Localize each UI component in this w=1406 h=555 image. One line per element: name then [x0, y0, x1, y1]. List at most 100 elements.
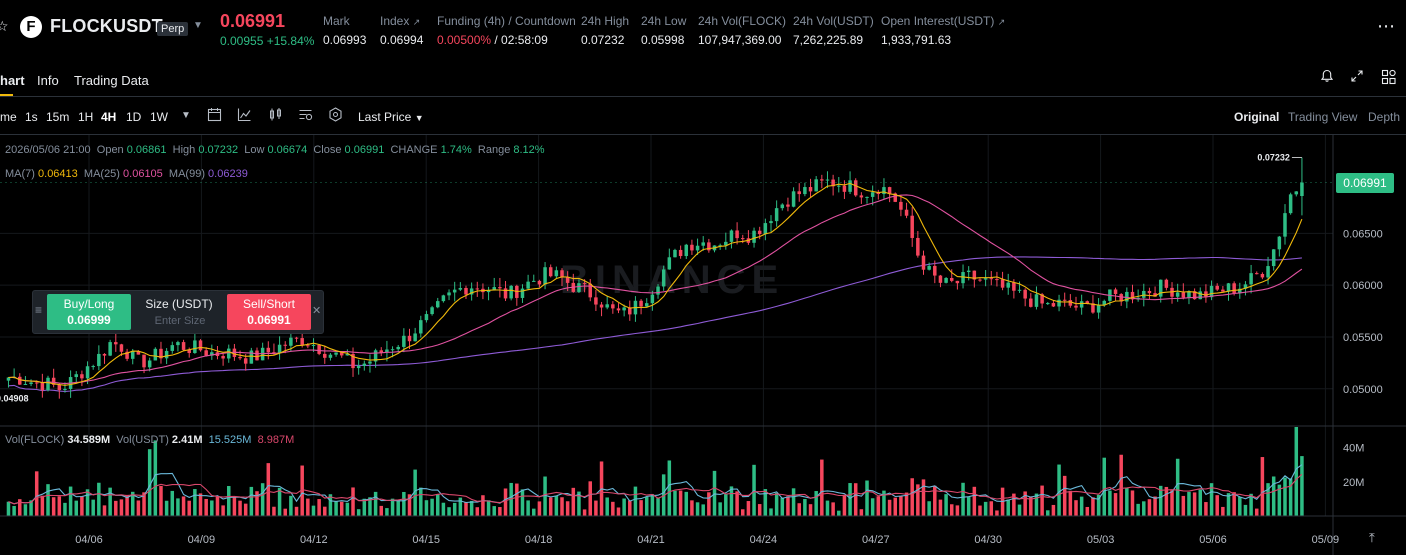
candle-body	[1006, 282, 1010, 288]
volume-bar	[1096, 494, 1101, 516]
volume-bar	[345, 502, 350, 516]
candle-body	[1215, 285, 1219, 290]
candle-body	[469, 288, 474, 295]
candle-body	[255, 350, 259, 361]
contract-type-badge: Perp	[157, 22, 189, 36]
volume-bar	[362, 498, 367, 516]
candle-body	[842, 185, 847, 192]
volume-bar	[571, 487, 576, 516]
candle-body	[904, 209, 909, 216]
volume-bar	[1192, 492, 1197, 516]
ma99-polyline	[8, 256, 1302, 393]
binance-watermark: BINANCE	[560, 258, 784, 302]
ma25-line	[8, 194, 1303, 385]
volume-bar	[814, 491, 818, 516]
interval-1d[interactable]: 1D	[126, 110, 142, 124]
volume-bar	[763, 489, 768, 516]
volume-bar	[910, 478, 914, 516]
volume-bar	[718, 502, 722, 516]
stat-funding-value: 0.00500% / 02:58:09	[437, 33, 548, 47]
settings-hex-icon[interactable]	[328, 107, 343, 125]
stat-24h-vol-usdt-label: 24h Vol(USDT)	[793, 14, 874, 28]
more-dots-icon[interactable]: ⋯	[1377, 16, 1396, 36]
volume-bar	[808, 504, 813, 516]
volume-bar	[475, 507, 480, 516]
volume-bar	[1108, 490, 1112, 516]
volume-bar	[1300, 456, 1304, 516]
volume-bar	[492, 506, 496, 516]
view-original[interactable]: Original	[1234, 110, 1280, 124]
candle-body	[966, 270, 971, 273]
price-chart[interactable]: BINANCE 0.06500 0.06000 0.05500 0.05000 04/0…	[0, 135, 1406, 555]
buy-long-button[interactable]: Buy/Long 0.06999	[47, 294, 131, 330]
buy-label: Buy/Long	[63, 297, 115, 311]
candle-body	[1187, 291, 1191, 298]
view-depth[interactable]: Depth	[1368, 110, 1401, 124]
interval-4h[interactable]: 4H	[101, 110, 117, 124]
close-panel-icon[interactable]: ✕	[312, 305, 322, 317]
interval-15m[interactable]: 15m	[46, 110, 70, 124]
candle-body	[803, 187, 807, 195]
time-label[interactable]: me	[0, 110, 17, 124]
volume-bar	[650, 494, 655, 516]
sell-short-button[interactable]: Sell/Short 0.06991	[227, 294, 311, 330]
price-change: 0.00955 +15.84%	[220, 34, 315, 48]
fullscreen-icon[interactable]	[1348, 69, 1366, 87]
candle-body	[136, 350, 141, 355]
candle-body	[837, 185, 841, 187]
drawing-tools-icon[interactable]	[298, 107, 313, 125]
volume-bar	[1142, 501, 1146, 516]
volume-bar	[396, 499, 400, 516]
stat-index-label[interactable]: Index ↗	[380, 14, 421, 28]
candle-body	[560, 270, 564, 278]
candle-body	[1226, 283, 1231, 292]
tab-chart[interactable]: hart	[0, 73, 25, 88]
calendar-icon[interactable]	[207, 107, 222, 125]
size-input[interactable]	[133, 314, 227, 328]
volume-bar	[294, 506, 299, 516]
indicators-icon[interactable]	[237, 107, 252, 125]
alert-bell-icon[interactable]	[1318, 69, 1336, 87]
candle-body	[1164, 279, 1169, 288]
interval-1w[interactable]: 1W	[150, 110, 168, 124]
interval-1h[interactable]: 1H	[78, 110, 94, 124]
symbol-name[interactable]: FLOCKUSDT	[50, 16, 163, 36]
favorite-star-icon[interactable]: ☆	[0, 18, 9, 34]
volume-bar	[509, 482, 513, 516]
volume-bar	[537, 501, 542, 516]
last-price: 0.06991	[220, 11, 286, 31]
drag-handle-icon[interactable]: ≡	[35, 303, 43, 317]
layout-grid-icon[interactable]	[1380, 69, 1398, 87]
candle-body	[187, 349, 191, 354]
candle-body	[323, 353, 327, 358]
volume-bar	[255, 491, 259, 516]
volume-bar	[1277, 484, 1282, 516]
symbol-dropdown-icon[interactable]: ▼	[193, 20, 203, 31]
volume-bar	[385, 508, 389, 516]
volume-bar	[447, 507, 451, 516]
x-tick-label: 04/15	[412, 534, 440, 546]
scroll-to-latest-icon[interactable]: ⤒	[1369, 530, 1375, 545]
price-type-select[interactable]: Last Price ▼	[358, 110, 424, 124]
stat-open-interest-label[interactable]: Open Interest(USDT) ↗	[881, 14, 1006, 28]
volume-bar	[633, 486, 638, 516]
chart-canvas[interactable]: BINANCE 0.06500 0.06000 0.05500 0.05000 04/0…	[0, 135, 1406, 555]
size-label: Size (USDT)	[145, 297, 213, 311]
volume-bar	[1091, 497, 1095, 516]
candle-type-icon[interactable]	[268, 107, 283, 125]
candle-body	[565, 277, 570, 283]
vol-tick-label: 40M	[1343, 443, 1364, 455]
interval-dropdown-icon[interactable]: ▼	[181, 110, 191, 121]
interval-1s[interactable]: 1s	[25, 110, 38, 124]
tab-info[interactable]: Info	[37, 73, 59, 88]
candle-body	[983, 278, 988, 280]
view-trading-view[interactable]: Trading View	[1288, 110, 1358, 124]
candle-body	[379, 350, 384, 353]
volume-bar	[1012, 493, 1016, 516]
volume-bar	[1232, 492, 1236, 516]
tab-trading-data[interactable]: Trading Data	[74, 73, 149, 88]
volume-bar	[837, 510, 841, 516]
volume-bar	[266, 463, 271, 516]
candle-body	[865, 196, 869, 198]
candle-body	[18, 376, 22, 385]
